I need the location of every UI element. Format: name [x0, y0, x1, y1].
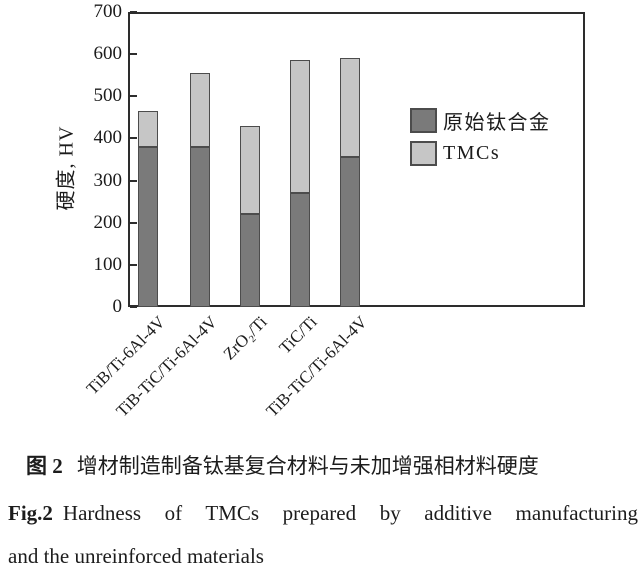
y-tick-label: 300 [93, 169, 123, 191]
legend-row: TMCs [410, 141, 551, 166]
bar-tmc-segment [240, 125, 260, 215]
caption-english-line2: and the unreinforced materials [8, 544, 264, 568]
y-tick-label: 400 [93, 127, 123, 149]
caption-english-figure-label: Fig.2 [8, 501, 53, 525]
bar-base-alloy-segment [138, 146, 158, 307]
y-tick-label: 0 [112, 296, 123, 317]
y-tick-mark [130, 11, 137, 13]
legend-row: 原始钛合金 [410, 106, 551, 135]
caption-english-text: Hardness of TMCs prepared by additive ma… [62, 501, 638, 525]
bar-base-alloy-segment [240, 214, 260, 307]
legend-swatch [410, 141, 437, 166]
legend: 原始钛合金 TMCs [410, 106, 551, 172]
legend-label: TMCs [443, 142, 501, 164]
y-tick-label: 600 [93, 43, 123, 65]
y-tick-mark [130, 221, 137, 224]
y-tick-label: 100 [93, 253, 123, 275]
bar-tmc-segment [340, 58, 360, 158]
y-tick-label: 500 [93, 85, 123, 107]
y-tick-mark [130, 95, 137, 98]
y-tick-mark [130, 137, 137, 140]
caption-chinese-text: 增材制造制备钛基复合材料与未加增强相材料硬度 [76, 454, 539, 478]
y-tick-label: 200 [93, 211, 123, 233]
y-tick-mark [130, 263, 137, 266]
y-tick-mark [130, 179, 137, 182]
bar-tmc-segment [290, 60, 310, 194]
caption-chinese-figure-label: 图 2 [26, 454, 63, 478]
bar-base-alloy-segment [340, 157, 360, 307]
bar-tmc-segment [138, 111, 158, 147]
caption-english-line1: Fig.2 Hardness of TMCs prepared by additi… [8, 499, 638, 527]
legend-label: 原始钛合金 [443, 112, 551, 134]
caption-chinese: 图 2 增材制造制备钛基复合材料与未加增强相材料硬度 [26, 452, 626, 480]
legend-swatch [410, 108, 437, 133]
y-tick-mark [130, 53, 137, 56]
bar-base-alloy-segment [190, 146, 210, 307]
bar-tmc-segment [190, 73, 210, 147]
y-tick-label: 700 [93, 1, 123, 22]
bar-base-alloy-segment [290, 193, 310, 307]
y-tick-mark [130, 306, 137, 308]
